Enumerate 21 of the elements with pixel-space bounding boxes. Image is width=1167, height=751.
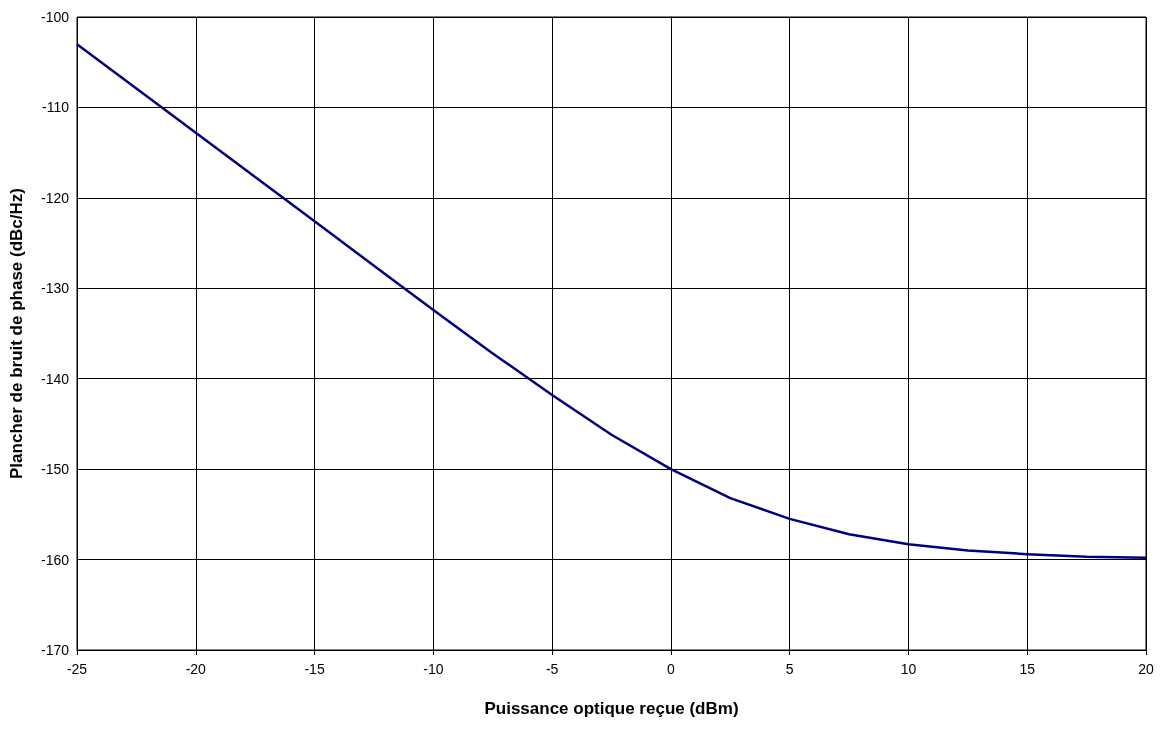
x-tick-label: 0: [666, 661, 675, 677]
x-tick-label: 5: [785, 661, 794, 677]
y-axis-title: Plancher de bruit de phase (dBc/Hz): [7, 188, 26, 479]
x-tick-label: -10: [423, 661, 444, 677]
x-tick-label: 15: [1019, 661, 1036, 677]
y-tick-label: -130: [40, 280, 70, 297]
x-tick-label: -5: [545, 661, 559, 677]
x-tick-label: 20: [1138, 661, 1154, 677]
y-tick-label: -110: [42, 99, 70, 116]
x-tick-label: -20: [185, 661, 207, 677]
y-tick-label: -150: [40, 461, 70, 478]
y-tick-label: -170: [40, 642, 70, 658]
x-tick-label: -15: [304, 661, 325, 677]
x-tick-label: 10: [900, 661, 917, 677]
x-axis-title: Puissance optique reçue (dBm): [484, 699, 739, 718]
y-tick-label: -100: [40, 9, 70, 25]
y-tick-label: -140: [40, 370, 70, 387]
y-tick-label: -120: [40, 189, 70, 206]
x-tick-label: -25: [66, 661, 88, 677]
y-tick-label: -160: [40, 551, 70, 568]
line-series: [75, 42, 1148, 560]
